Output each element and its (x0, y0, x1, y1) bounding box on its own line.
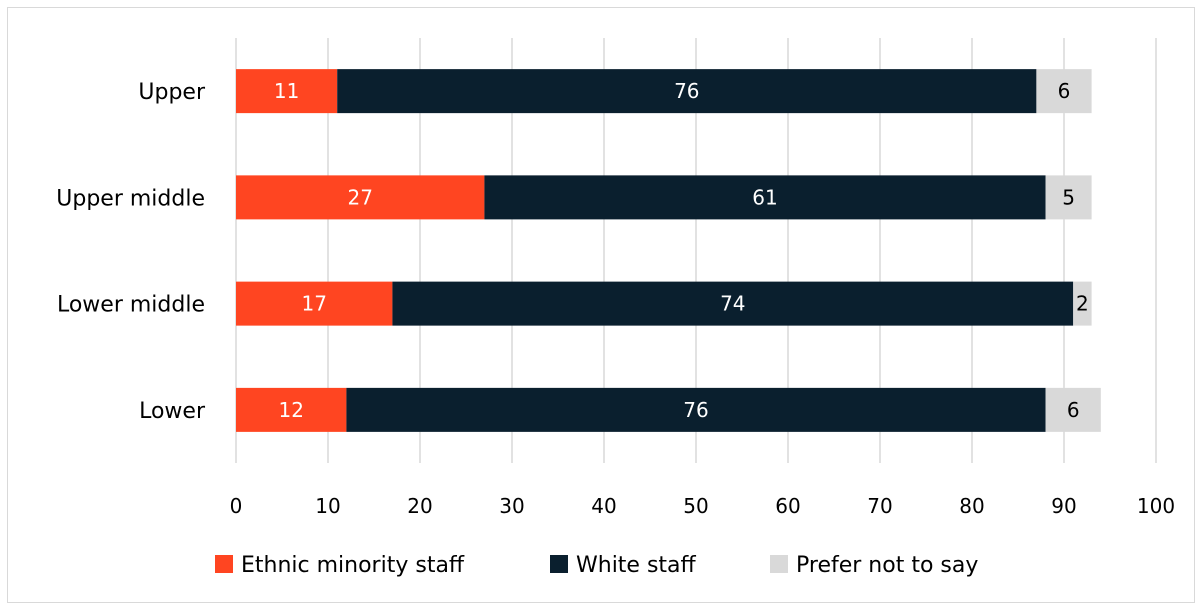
bar-segment (1036, 69, 1092, 114)
x-tick-label: 100 (1137, 494, 1175, 518)
x-tick-labels: 0 10 20 30 40 50 60 70 80 90 100 (230, 494, 1175, 518)
bar-segment (1045, 387, 1101, 432)
data-label: 17 (301, 292, 326, 316)
bars: 11 76 6 27 61 5 17 74 2 12 76 6 (236, 69, 1101, 432)
x-tick-label: 20 (407, 494, 432, 518)
x-tick-label: 0 (230, 494, 243, 518)
data-label: 12 (278, 398, 303, 422)
category-labels: Upper Upper middle Lower middle Lower (56, 80, 206, 424)
bar-segment (1073, 281, 1092, 326)
x-tick-label: 70 (867, 494, 892, 518)
legend-label: White staff (576, 553, 697, 578)
bar-segment (337, 69, 1037, 114)
legend-swatch (770, 555, 788, 573)
legend-label: Prefer not to say (796, 553, 978, 578)
legend: Ethnic minority staff White staff Prefer n… (215, 553, 978, 578)
data-label: 76 (674, 79, 699, 103)
x-tick-label: 10 (315, 494, 340, 518)
legend-swatch (215, 555, 233, 573)
x-tick-label: 90 (1051, 494, 1076, 518)
x-tick-label: 50 (683, 494, 708, 518)
x-tick-label: 60 (775, 494, 800, 518)
bar-segment (392, 281, 1074, 326)
data-label: 5 (1062, 185, 1075, 209)
x-tick-label: 30 (499, 494, 524, 518)
category-label: Lower (139, 399, 206, 424)
data-label: 74 (720, 292, 745, 316)
category-label: Upper (138, 80, 206, 105)
data-label: 27 (347, 185, 372, 209)
bar-segment (1045, 175, 1092, 220)
category-label: Upper middle (56, 186, 205, 211)
data-label: 6 (1058, 79, 1071, 103)
data-label: 76 (683, 398, 708, 422)
x-tick-label: 40 (591, 494, 616, 518)
bar-segment (236, 69, 338, 114)
data-label: 61 (752, 185, 777, 209)
x-tick-label: 80 (959, 494, 984, 518)
data-label: 6 (1067, 398, 1080, 422)
bar-segment (236, 281, 393, 326)
bar-segment (236, 175, 485, 220)
bar-segment (346, 387, 1046, 432)
data-label: 11 (274, 79, 299, 103)
data-label: 2 (1076, 292, 1089, 316)
legend-swatch (550, 555, 568, 573)
bar-segment (484, 175, 1046, 220)
legend-label: Ethnic minority staff (241, 553, 465, 578)
category-label: Lower middle (57, 293, 205, 318)
bar-segment (236, 387, 347, 432)
